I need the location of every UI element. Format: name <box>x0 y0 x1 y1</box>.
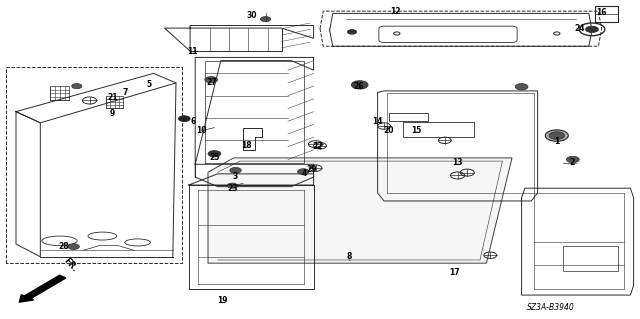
Text: 19: 19 <box>218 296 228 305</box>
Circle shape <box>230 167 241 173</box>
Text: 28: 28 <box>59 242 69 251</box>
Text: 27: 27 <box>206 78 216 87</box>
Text: 21: 21 <box>108 93 118 102</box>
Circle shape <box>205 77 218 83</box>
Text: 9: 9 <box>109 109 115 118</box>
Text: SZ3A-B3940: SZ3A-B3940 <box>527 303 574 312</box>
Circle shape <box>298 169 309 174</box>
Polygon shape <box>208 158 512 263</box>
Text: 16: 16 <box>596 8 607 17</box>
Circle shape <box>549 132 564 139</box>
Text: 23: 23 <box>227 184 237 193</box>
Text: 5: 5 <box>147 80 152 89</box>
Text: 1: 1 <box>554 137 559 146</box>
Text: 7: 7 <box>122 88 127 97</box>
Text: 3: 3 <box>233 172 238 181</box>
Circle shape <box>260 17 271 22</box>
Bar <box>563 246 618 271</box>
Text: 14: 14 <box>372 117 383 126</box>
Circle shape <box>227 183 237 188</box>
Text: 24: 24 <box>574 24 584 33</box>
Text: 22: 22 <box>312 142 323 151</box>
Circle shape <box>348 30 356 34</box>
Bar <box>403 122 474 137</box>
Text: 25: 25 <box>210 153 220 162</box>
Circle shape <box>179 116 190 122</box>
Text: 12: 12 <box>390 7 401 16</box>
Text: 26: 26 <box>353 82 364 91</box>
Circle shape <box>586 26 598 33</box>
Text: 4: 4 <box>301 169 307 178</box>
Circle shape <box>72 84 82 89</box>
Circle shape <box>515 84 528 90</box>
Text: FR.: FR. <box>62 256 79 274</box>
Bar <box>389 113 428 121</box>
Bar <box>50 86 69 100</box>
Circle shape <box>566 156 579 163</box>
Text: 20: 20 <box>384 126 394 135</box>
Circle shape <box>208 151 221 157</box>
Bar <box>106 96 123 108</box>
Circle shape <box>68 244 79 249</box>
Text: 30: 30 <box>246 11 257 20</box>
Text: 18: 18 <box>241 141 252 150</box>
Text: 2: 2 <box>569 158 574 167</box>
Text: 29: 29 <box>307 165 317 174</box>
Text: 6: 6 <box>191 117 196 126</box>
Text: 17: 17 <box>449 268 460 277</box>
Text: 13: 13 <box>452 158 463 167</box>
Text: 11: 11 <box>187 47 197 56</box>
Circle shape <box>351 81 368 89</box>
Text: 8: 8 <box>346 252 351 261</box>
Text: 15: 15 <box>411 126 421 135</box>
FancyArrow shape <box>19 275 66 302</box>
Text: 10: 10 <box>196 126 207 135</box>
Circle shape <box>545 130 568 141</box>
